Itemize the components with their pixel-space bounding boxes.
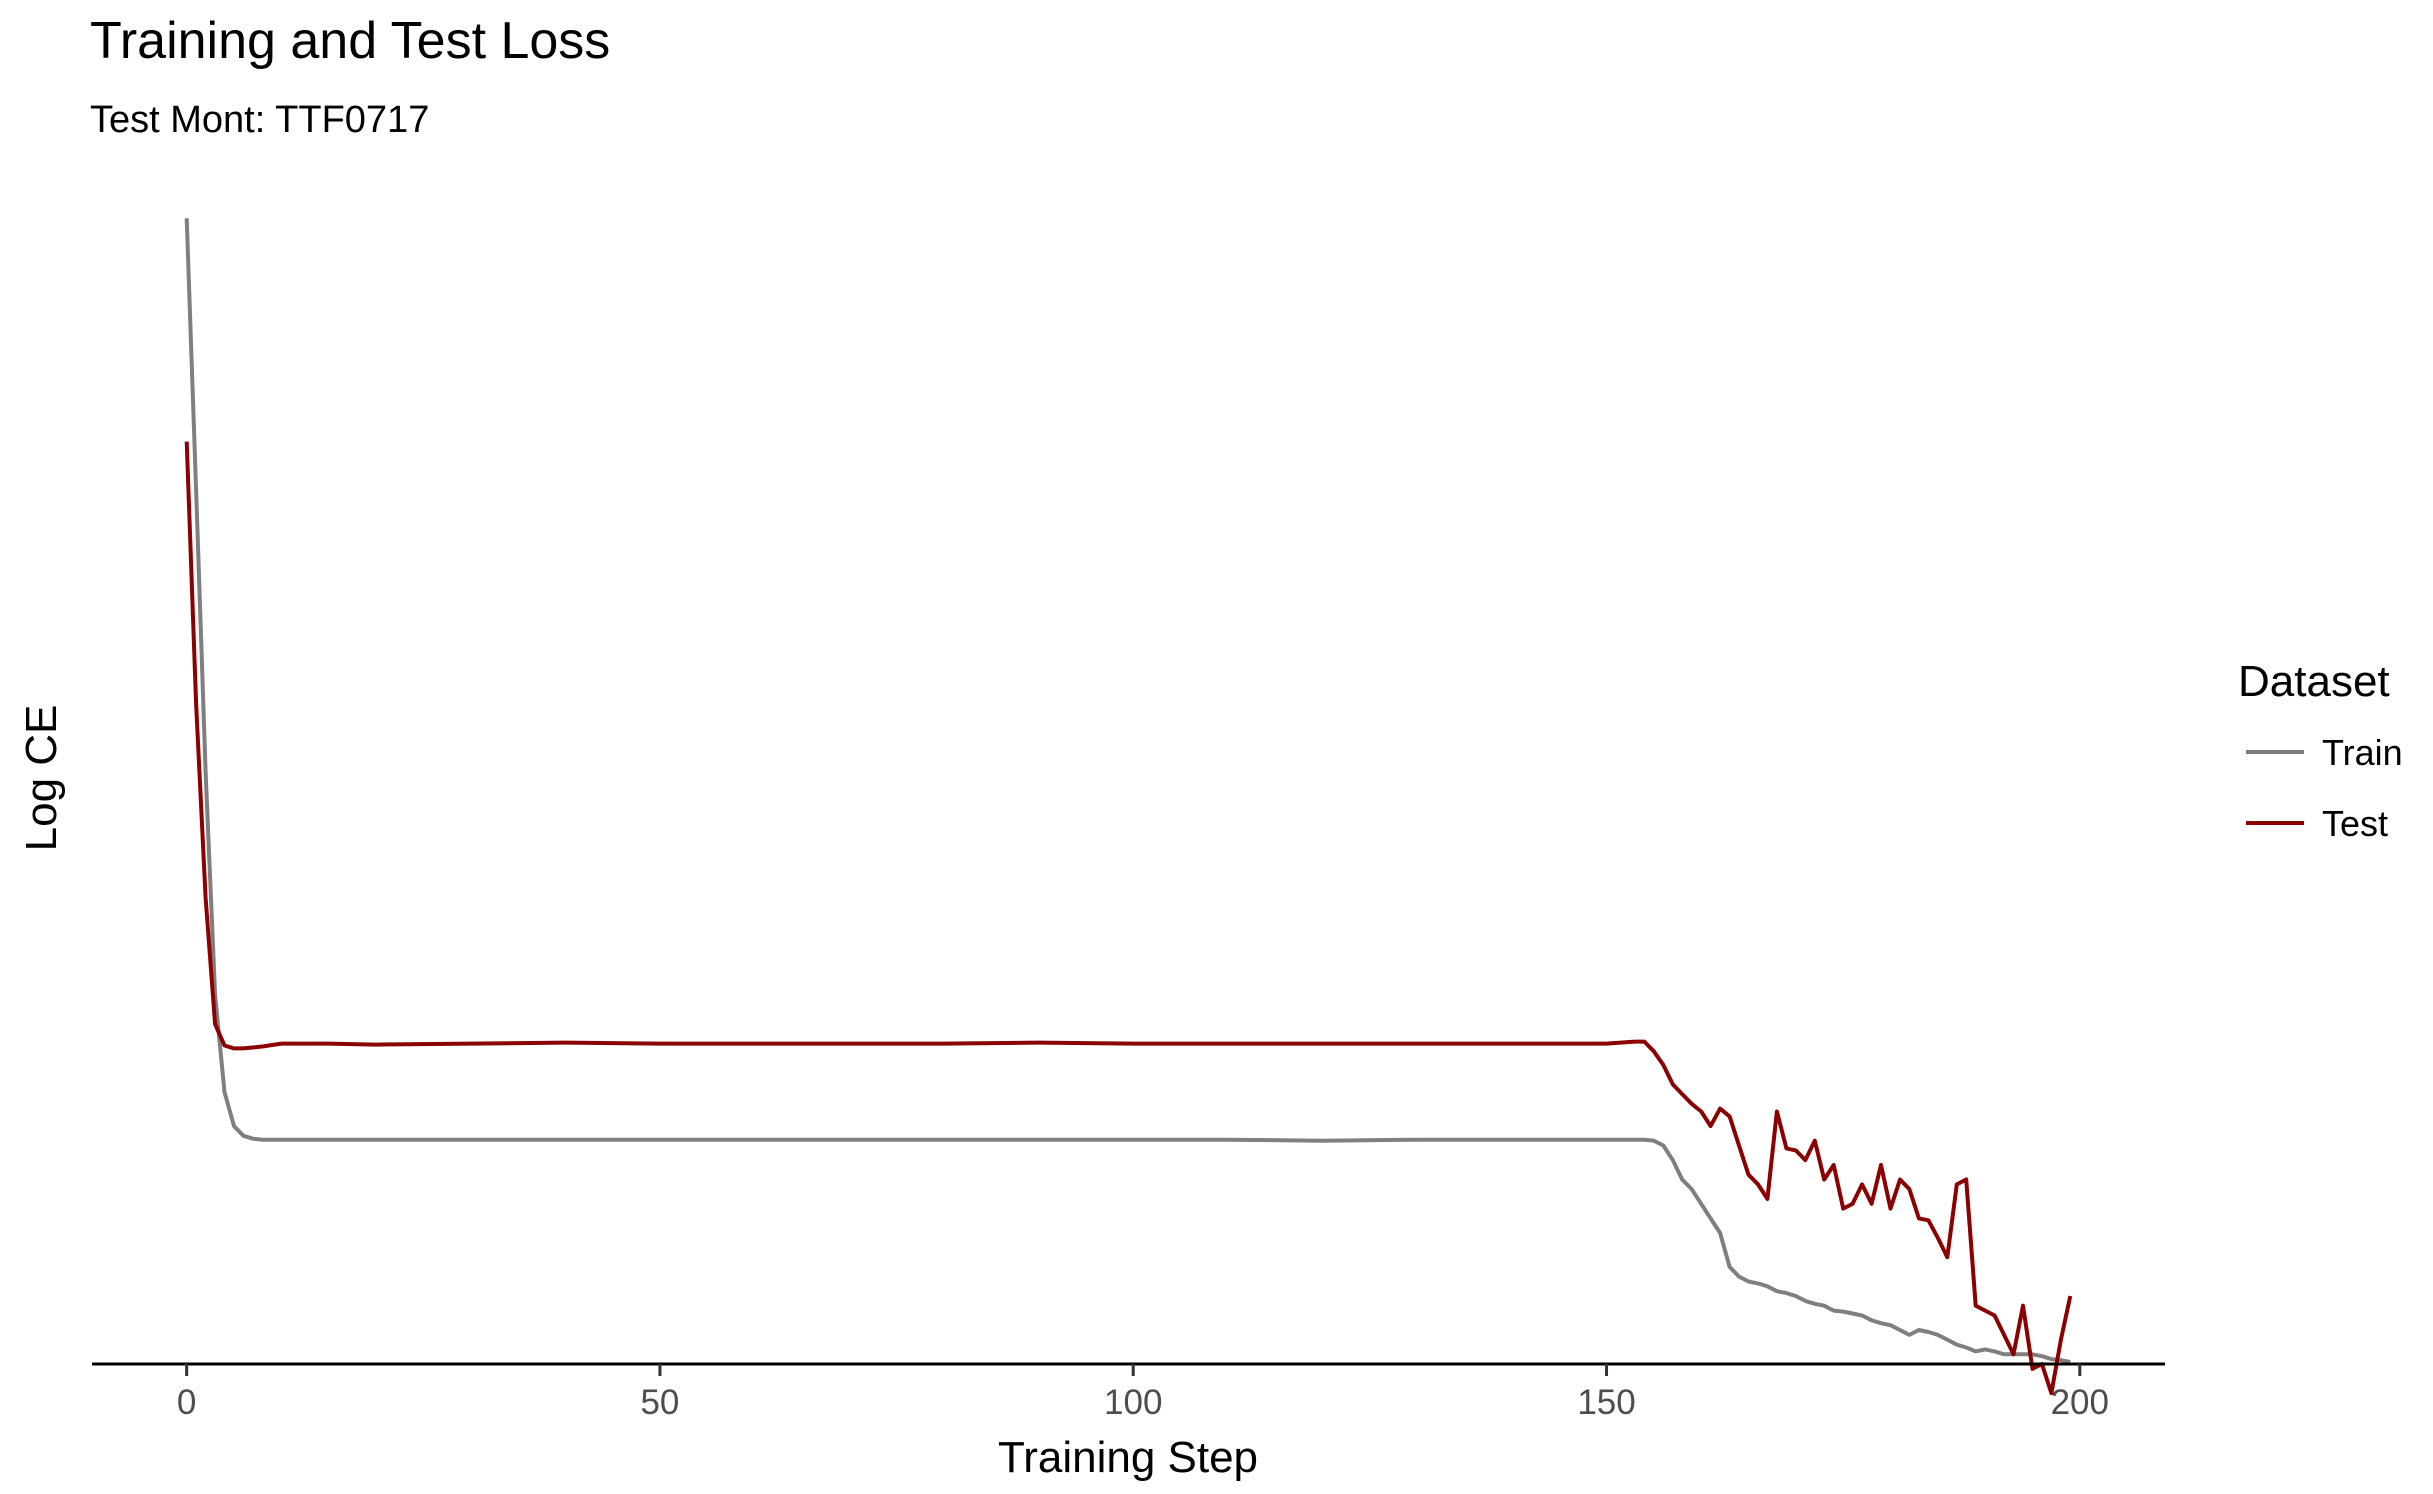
x-tick-label: 50 — [640, 1383, 679, 1422]
x-axis-ticks: 0 50 100 150 200 — [177, 1364, 2109, 1422]
x-tick-label: 200 — [2051, 1383, 2109, 1422]
series-line-train — [184, 218, 2071, 1365]
chart-subtitle: Test Mont: TTF0717 — [90, 99, 429, 141]
series-line-test — [184, 441, 2073, 1396]
legend-label-test: Test — [2322, 803, 2388, 844]
plot-area — [184, 218, 2073, 1396]
x-tick-label: 150 — [1577, 1383, 1635, 1422]
legend-label-train: Train — [2322, 732, 2403, 773]
legend-title: Dataset — [2238, 657, 2390, 706]
legend: Dataset Train Test — [2238, 657, 2403, 844]
x-tick-label: 100 — [1104, 1383, 1162, 1422]
chart-title: Training and Test Loss — [90, 12, 610, 70]
y-axis-label: Log CE — [17, 705, 66, 852]
x-axis-label: Training Step — [998, 1433, 1258, 1482]
x-tick-label: 0 — [177, 1383, 196, 1422]
